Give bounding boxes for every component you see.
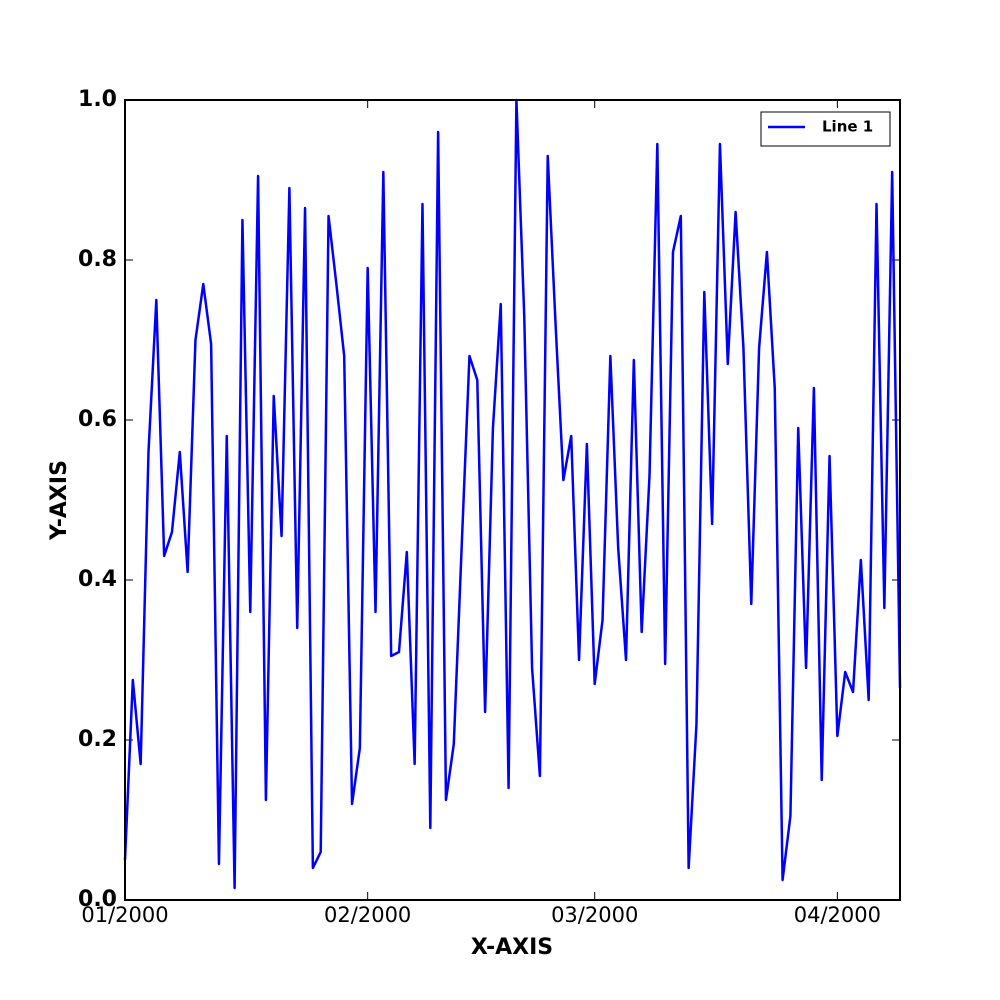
y-axis-label: Y-AXIS bbox=[47, 460, 72, 541]
x-tick-label: 01/2000 bbox=[81, 903, 168, 927]
legend-label: Line 1 bbox=[822, 118, 873, 136]
y-tick-label: 0.4 bbox=[78, 567, 117, 592]
x-axis-label: X-AXIS bbox=[471, 935, 553, 960]
y-tick-label: 1.0 bbox=[78, 87, 117, 112]
y-tick-label: 0.6 bbox=[78, 407, 117, 432]
y-tick-label: 0.0 bbox=[78, 887, 117, 912]
y-tick-label: 0.2 bbox=[78, 727, 117, 752]
y-tick-label: 0.8 bbox=[78, 247, 117, 272]
x-tick-label: 03/2000 bbox=[551, 903, 638, 927]
line-series bbox=[123, 98, 902, 890]
x-tick-label: 02/2000 bbox=[324, 903, 411, 927]
legend-box bbox=[760, 111, 891, 147]
x-tick-label: 04/2000 bbox=[794, 903, 881, 927]
plot-frame bbox=[124, 99, 901, 901]
